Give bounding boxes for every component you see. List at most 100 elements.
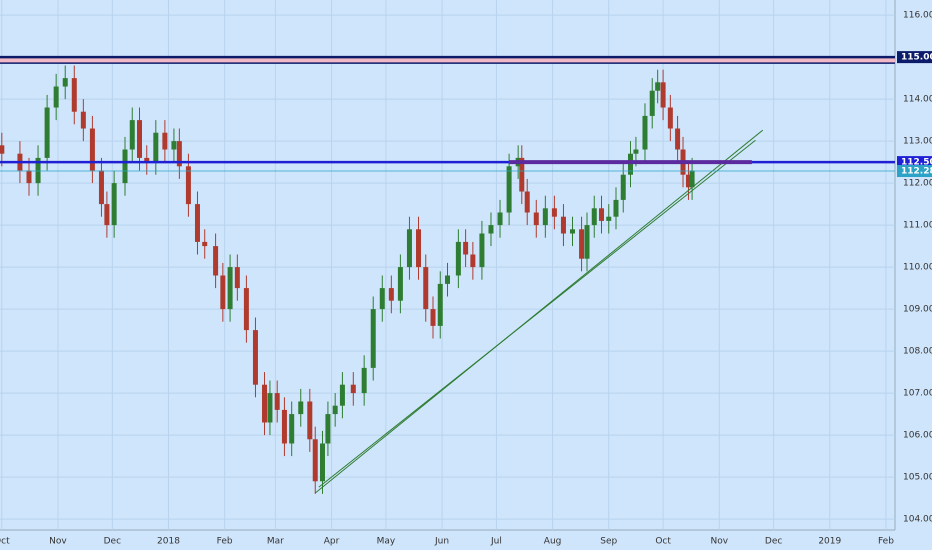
x-tick-label: Aug	[544, 537, 562, 547]
y-tick-label: 106.000	[903, 431, 932, 441]
x-tick-label: Apr	[324, 537, 340, 547]
candle-body	[675, 128, 681, 150]
candle-body	[274, 393, 280, 410]
candle-body	[339, 384, 345, 406]
candle-body	[312, 439, 318, 482]
x-tick-label: Feb	[217, 537, 233, 547]
candle-body	[298, 401, 304, 415]
trendline	[318, 139, 756, 488]
candle-body	[202, 241, 208, 247]
x-tick-label: Jun	[434, 537, 449, 547]
candle-body	[332, 405, 338, 415]
candle-body	[613, 199, 619, 217]
candle-body	[98, 170, 104, 205]
candle-body	[71, 78, 77, 112]
x-tick-label: Dec	[104, 537, 121, 547]
candle-body	[506, 166, 512, 213]
y-tick-label: 110.000	[903, 263, 932, 273]
plot	[0, 0, 895, 530]
candle-body	[689, 170, 695, 188]
x-tick-label: Nov	[710, 537, 728, 547]
candle-body	[62, 78, 68, 87]
y-tick-label: 105.000	[903, 473, 932, 483]
y-tick-label: 112.000	[903, 179, 932, 189]
candle-body	[252, 330, 258, 385]
candle-body	[488, 225, 494, 234]
candle-body	[497, 212, 503, 226]
price-label: 112.288	[901, 167, 932, 177]
candle-body	[437, 283, 443, 326]
y-tick-label: 104.000	[903, 515, 932, 525]
candle-body	[213, 246, 219, 276]
candle-body	[455, 241, 461, 276]
candle-body	[579, 229, 585, 259]
candle-body	[185, 166, 191, 205]
candle-body	[655, 82, 661, 91]
candle-body	[350, 384, 356, 394]
candle-body	[227, 267, 233, 310]
candle-body	[633, 149, 639, 154]
candle-body	[584, 225, 590, 259]
candle-body	[319, 443, 325, 482]
candle-body	[533, 212, 539, 226]
candle-body	[591, 208, 597, 226]
y-tick-label: 111.000	[903, 221, 932, 231]
candle-body	[35, 157, 41, 184]
x-tick-label: Oct	[0, 537, 10, 547]
candle-body	[234, 267, 240, 289]
candle-body	[416, 229, 422, 268]
price-label-box	[897, 51, 932, 64]
candle-body	[0, 145, 5, 154]
candle-body	[606, 216, 612, 221]
candle-body	[379, 288, 385, 310]
candle-body	[129, 120, 135, 150]
candle-body	[649, 90, 655, 116]
y-tick-label: 116.000	[903, 11, 932, 21]
candle-body	[660, 82, 666, 108]
y-tick-label: 108.000	[903, 347, 932, 357]
candle-body	[445, 275, 450, 284]
x-tick-label: 2018	[157, 537, 180, 547]
zone-band	[0, 57, 895, 64]
y-tick-label: 109.000	[903, 305, 932, 315]
candle-body	[388, 288, 394, 301]
candle-body	[194, 204, 200, 242]
price-label-box	[897, 165, 932, 178]
candle-body	[220, 275, 226, 310]
candle-body	[281, 409, 287, 444]
price-label: 112.500	[901, 158, 932, 168]
candle-body	[397, 267, 403, 301]
candle-body	[667, 107, 673, 129]
candle-body	[243, 288, 249, 331]
x-tick-label: Sep	[600, 537, 617, 547]
candle-body	[162, 132, 168, 150]
candle-body	[325, 414, 331, 444]
x-tick-label: Jul	[490, 537, 502, 547]
candle-body	[361, 367, 367, 394]
candle-body	[470, 254, 476, 268]
x-tick-label: 2019	[818, 537, 841, 547]
candle-body	[430, 309, 436, 326]
candle-body	[598, 208, 604, 221]
candle-body	[176, 141, 182, 167]
trendline	[314, 129, 764, 494]
x-tick-label: Oct	[655, 537, 671, 547]
candle-body	[144, 157, 150, 163]
candle-body	[122, 149, 128, 184]
candle-body	[463, 241, 469, 255]
x-tick-label: May	[377, 537, 396, 547]
candle-body	[262, 384, 268, 423]
x-tick-label: Dec	[765, 537, 782, 547]
candle-body	[44, 107, 50, 158]
candle-body	[153, 132, 159, 163]
candle-body	[542, 208, 548, 226]
x-tick-label: Nov	[49, 537, 67, 547]
x-tick-label: Feb	[878, 537, 894, 547]
candle-body	[111, 183, 117, 226]
candle-body	[620, 174, 626, 200]
candle-body	[479, 233, 485, 268]
candle-body	[26, 170, 32, 184]
candle-body	[524, 191, 530, 213]
